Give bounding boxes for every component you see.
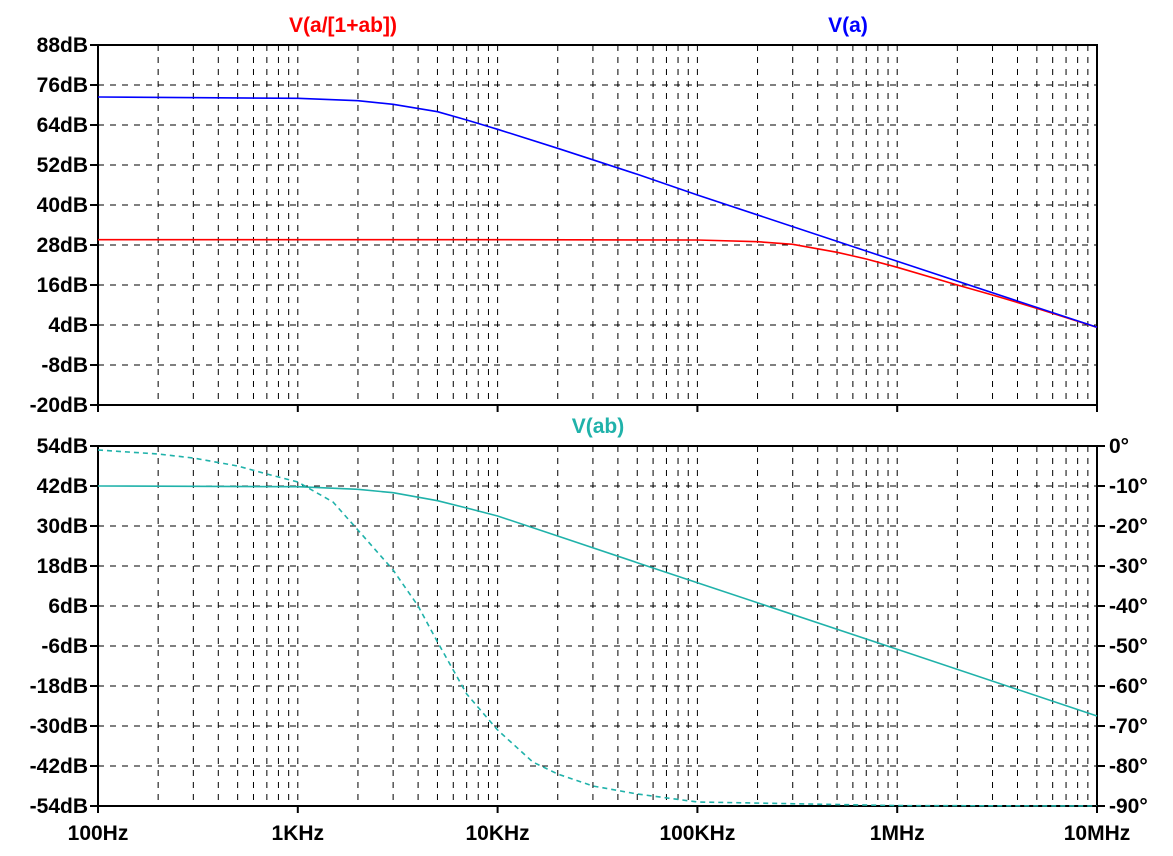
bottom-plot-frame (97, 445, 1098, 807)
top-ytick-label: 52dB (37, 154, 88, 177)
top-ytick-label: 28dB (37, 234, 88, 257)
top-ytick-label: 64dB (37, 114, 88, 137)
bottom-ytick-label: -30dB (30, 715, 88, 738)
top-ytick-label: 40dB (37, 194, 88, 217)
top-plot-frame (97, 44, 1098, 406)
y2tick-label: 0° (1109, 435, 1129, 458)
y2tick-label: -30° (1109, 555, 1148, 578)
bottom-ytick-label: 54dB (37, 435, 88, 458)
xtick-label: 1KHz (272, 822, 325, 845)
bottom-ytick-label: -42dB (30, 755, 88, 778)
y2tick-label: -60° (1109, 675, 1148, 698)
bottom-ytick-label: -18dB (30, 675, 88, 698)
y2tick-label: -90° (1109, 795, 1148, 818)
bottom-ytick-label: -6dB (41, 635, 88, 658)
xtick-label: 10MHz (1064, 822, 1131, 845)
y2tick-label: -80° (1109, 755, 1148, 778)
bottom-ytick-label: 18dB (37, 555, 88, 578)
bottom-ytick-label: -54dB (30, 795, 88, 818)
series-v-a- (97, 96, 1098, 329)
top-ytick-label: -8dB (41, 354, 88, 377)
top-ytick-label: -20dB (30, 394, 88, 417)
xtick-label: 1MHz (870, 822, 925, 845)
legend-blue-series: V(a) (828, 14, 868, 37)
top-ytick-label: 16dB (37, 274, 88, 297)
y2tick-label: -40° (1109, 595, 1148, 618)
xtick-label: 10KHz (465, 822, 529, 845)
series-v-a-1-ab- (98, 238, 1098, 329)
top-ytick-label: 88dB (37, 34, 88, 57)
phase-series-v-ab- (97, 449, 1098, 807)
magnitude-series-v-ab- (97, 485, 1098, 717)
bottom-ytick-label: 6dB (48, 595, 88, 618)
y2tick-label: -50° (1109, 635, 1148, 658)
y2tick-label: -20° (1109, 515, 1148, 538)
top-ytick-label: 76dB (37, 74, 88, 97)
bottom-ytick-label: 42dB (37, 475, 88, 498)
y2tick-label: -70° (1109, 715, 1148, 738)
xtick-label: 100Hz (68, 822, 129, 845)
y2tick-label: -10° (1109, 475, 1148, 498)
xtick-label: 100KHz (659, 822, 735, 845)
top-ytick-label: 4dB (48, 314, 88, 337)
legend-teal-series: V(ab) (572, 415, 625, 438)
bottom-ytick-label: 30dB (37, 515, 88, 538)
legend-red-series: V(a/[1+ab]) (289, 14, 397, 37)
